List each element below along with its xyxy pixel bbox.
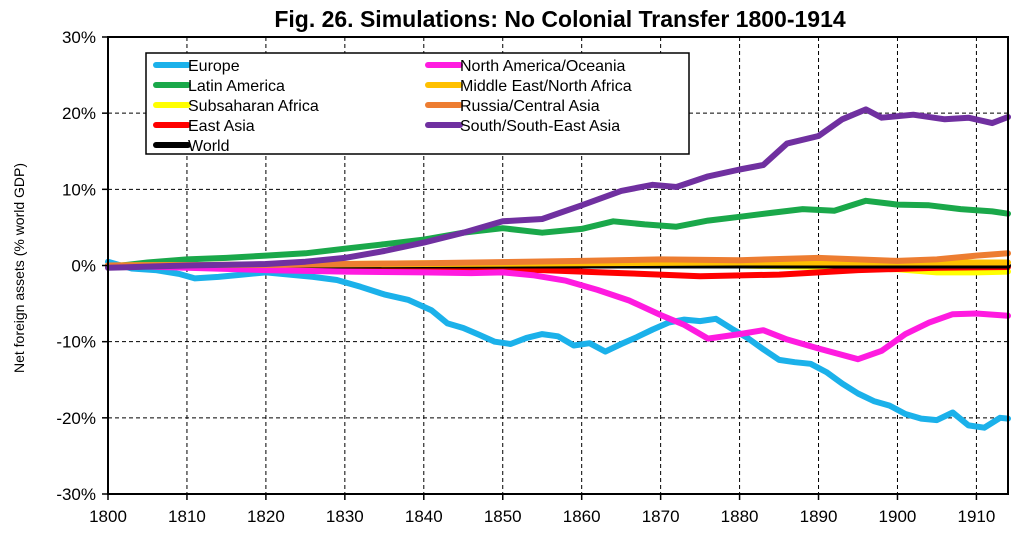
x-ticks: 1800 1810 1820 1830 1840 1850 1860 1870 1880 1890… (89, 494, 995, 526)
series-layer (105, 106, 1011, 431)
series-line-north-america-oceania (105, 262, 1011, 363)
legend-label-subsaharan-africa: Subsaharan Africa (188, 98, 319, 115)
legend-box (145, 52, 690, 155)
series-line-south-south-east-asia (105, 106, 1011, 271)
series-line-latin-america (105, 197, 1011, 270)
x-tick-label: 1800 (89, 507, 127, 526)
y-axis-label: Net foreign assets (% world GDP) (11, 163, 27, 373)
legend-label-north-america-oceania: North America/Oceania (460, 58, 626, 75)
x-tick-label: 1890 (800, 507, 838, 526)
legend-label-south-south-east-asia: South/South-East Asia (460, 118, 620, 135)
legend-label-east-asia: East Asia (188, 118, 255, 135)
x-tick-label: 1870 (642, 507, 680, 526)
series-line-russia-central-asia (105, 250, 1011, 269)
legend-label-world: World (188, 138, 230, 155)
y-tick-label: 20% (62, 104, 96, 123)
x-tick-label: 1820 (247, 507, 285, 526)
x-tick-label: 1840 (405, 507, 443, 526)
x-tick-label: 1880 (721, 507, 759, 526)
y-tick-label: -10% (56, 333, 96, 352)
legend-label-europe: Europe (188, 58, 240, 75)
x-tick-label: 1910 (958, 507, 996, 526)
y-tick-label: 0% (71, 257, 96, 276)
legend-label-russia-central-asia: Russia/Central Asia (460, 98, 600, 115)
series-line-europe (105, 258, 1011, 431)
y-tick-label: -30% (56, 485, 96, 504)
x-tick-label: 1810 (168, 507, 206, 526)
legend-label-latin-america: Latin America (188, 78, 285, 95)
legend-label-middle-east-north-africa: Middle East/North Africa (460, 78, 632, 95)
legend: Europe Latin America Subsaharan Africa East… (145, 52, 690, 155)
x-tick-label: 1860 (563, 507, 601, 526)
y-ticks: -30% -20% -10% 0% 10% 20% 30% (56, 28, 108, 504)
y-tick-label: 10% (62, 180, 96, 199)
chart-title: Fig. 26. Simulations: No Colonial Transf… (274, 6, 846, 32)
x-tick-label: 1850 (484, 507, 522, 526)
x-tick-label: 1900 (879, 507, 917, 526)
y-tick-label: -20% (56, 409, 96, 428)
x-tick-label: 1830 (326, 507, 364, 526)
y-tick-label: 30% (62, 28, 96, 47)
